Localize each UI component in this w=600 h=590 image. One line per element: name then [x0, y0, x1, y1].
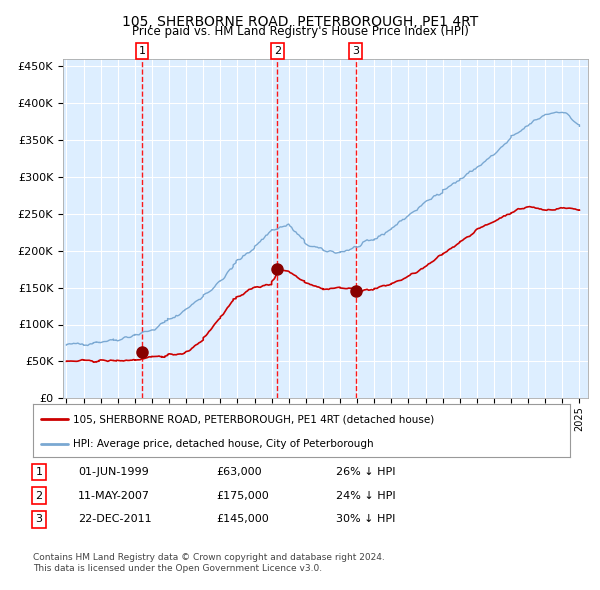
Text: Contains HM Land Registry data © Crown copyright and database right 2024.: Contains HM Land Registry data © Crown c…	[33, 553, 385, 562]
Text: £145,000: £145,000	[216, 514, 269, 524]
Text: Price paid vs. HM Land Registry's House Price Index (HPI): Price paid vs. HM Land Registry's House …	[131, 25, 469, 38]
Text: 1: 1	[139, 46, 145, 56]
Text: 24% ↓ HPI: 24% ↓ HPI	[336, 491, 395, 500]
Text: 11-MAY-2007: 11-MAY-2007	[78, 491, 150, 500]
Text: 30% ↓ HPI: 30% ↓ HPI	[336, 514, 395, 524]
Text: 1: 1	[35, 467, 43, 477]
Text: HPI: Average price, detached house, City of Peterborough: HPI: Average price, detached house, City…	[73, 439, 374, 449]
Text: 105, SHERBORNE ROAD, PETERBOROUGH, PE1 4RT (detached house): 105, SHERBORNE ROAD, PETERBOROUGH, PE1 4…	[73, 414, 434, 424]
Text: 2: 2	[274, 46, 281, 56]
Text: 01-JUN-1999: 01-JUN-1999	[78, 467, 149, 477]
Text: 105, SHERBORNE ROAD, PETERBOROUGH, PE1 4RT: 105, SHERBORNE ROAD, PETERBOROUGH, PE1 4…	[122, 15, 478, 29]
Text: £175,000: £175,000	[216, 491, 269, 500]
Text: 2: 2	[35, 491, 43, 500]
Text: 22-DEC-2011: 22-DEC-2011	[78, 514, 152, 524]
Text: 26% ↓ HPI: 26% ↓ HPI	[336, 467, 395, 477]
Text: 3: 3	[352, 46, 359, 56]
Text: This data is licensed under the Open Government Licence v3.0.: This data is licensed under the Open Gov…	[33, 565, 322, 573]
Text: £63,000: £63,000	[216, 467, 262, 477]
Text: 3: 3	[35, 514, 43, 524]
